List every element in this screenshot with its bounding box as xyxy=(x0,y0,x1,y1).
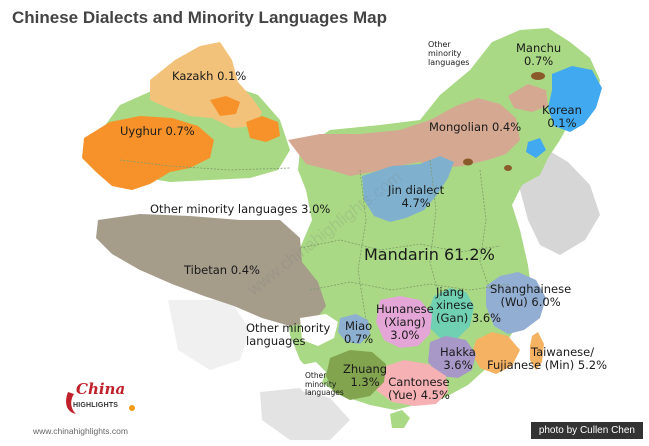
label-other-s-line3: languages xyxy=(305,388,344,398)
logo-line1: China xyxy=(76,380,126,398)
label-other-ne: Other minority languages xyxy=(428,40,469,68)
label-mandarin: Mandarin 61.2% xyxy=(364,245,495,264)
logo-line2: HIGHLIGHTS xyxy=(73,402,119,409)
photo-credit: photo by Cullen Chen xyxy=(530,422,643,439)
region-uyghur xyxy=(210,96,240,116)
region-uyghur xyxy=(82,116,214,190)
label-xiang: Hunanese (Xiang) 3.0% xyxy=(376,302,434,343)
label-wu: Shanghainese (Wu) 6.0% xyxy=(490,282,572,310)
label-jin: Jin dialect 4.7% xyxy=(388,183,445,211)
region-manchu xyxy=(463,158,473,166)
region-hainan xyxy=(390,410,410,428)
label-other-ne-line3: languages xyxy=(428,58,470,68)
label-manchu-name: Manchu xyxy=(516,41,562,55)
region-yue xyxy=(376,360,448,406)
region-tibetan xyxy=(96,214,326,326)
label-yue: Cantonese (Yue) 4.5% xyxy=(388,375,450,403)
region-other-s xyxy=(294,362,326,392)
label-xiang-line2: (Xiang) xyxy=(384,315,426,330)
region-other-sw xyxy=(300,314,338,346)
label-yue-pct: (Yue) 4.5% xyxy=(388,388,450,403)
label-other-s: Other minority languages xyxy=(305,371,344,398)
label-hakka: Hakka 3.6% xyxy=(440,345,476,373)
region-korean xyxy=(548,66,602,132)
label-miao-pct: 0.7% xyxy=(344,332,374,347)
label-miao-name: Miao xyxy=(345,319,373,333)
logo-swoosh-icon xyxy=(66,392,135,414)
map-title: Chinese Dialects and Minority Languages … xyxy=(12,8,388,27)
label-gan-line1: Jiang xyxy=(436,285,465,299)
region-miao xyxy=(338,314,370,344)
neighbor-land xyxy=(168,300,250,370)
label-other-west: Other minority languages 3.0% xyxy=(150,202,331,216)
label-jin-pct: 4.7% xyxy=(401,196,431,211)
label-other-ne-line2: minority xyxy=(428,49,462,59)
region-manchu xyxy=(504,165,512,171)
label-gan-line2: xinese xyxy=(436,298,474,313)
label-hakka-name: Hakka xyxy=(440,345,476,359)
label-wu-name: Shanghainese xyxy=(490,282,572,296)
label-min: Taiwanese/ Fujianese (Min) 5.2% xyxy=(487,345,608,373)
label-tibetan: Tibetan 0.4% xyxy=(184,263,260,277)
label-kazakh: Kazakh 0.1% xyxy=(172,69,247,83)
label-manchu: Manchu 0.7% xyxy=(516,41,562,69)
china-highlights-logo: China HIGHLIGHTS xyxy=(62,378,142,418)
label-xiang-line1: Hunanese xyxy=(376,302,434,316)
label-zhuang: Zhuang 1.3% xyxy=(343,362,388,390)
label-other-s-line2: minority xyxy=(305,379,337,389)
region-other-west xyxy=(104,182,308,220)
region-mongolian xyxy=(288,98,520,176)
label-zhuang-pct: 1.3% xyxy=(350,375,380,390)
neighbor-land xyxy=(260,388,350,440)
region-zhuang xyxy=(326,350,386,400)
region-jin xyxy=(362,156,454,222)
region-mongolian xyxy=(508,84,548,112)
label-korean-name: Korean xyxy=(542,103,582,117)
region-xiang xyxy=(376,296,432,348)
region-uyghur xyxy=(246,116,280,142)
label-korean: Korean 0.1% xyxy=(542,103,582,131)
label-wu-pct: (Wu) 6.0% xyxy=(500,295,561,310)
label-uyghur: Uyghur 0.7% xyxy=(120,124,195,138)
neighbor-land xyxy=(520,150,600,255)
label-miao: Miao 0.7% xyxy=(344,319,374,347)
label-min-line1: Taiwanese/ xyxy=(531,345,595,359)
label-zhuang-name: Zhuang xyxy=(343,362,388,376)
website-url: www.chinahighlights.com xyxy=(33,426,128,436)
label-mongolian: Mongolian 0.4% xyxy=(429,120,522,134)
label-jin-name: Jin dialect xyxy=(388,183,445,197)
region-wu xyxy=(486,272,546,334)
label-hakka-pct: 3.6% xyxy=(443,358,473,373)
label-other-sw-line2: languages xyxy=(246,334,306,349)
label-yue-name: Cantonese xyxy=(388,375,450,389)
region-min xyxy=(472,332,520,374)
label-other-sw: Other minority languages xyxy=(246,321,331,349)
region-min-taiwan xyxy=(530,332,544,370)
label-other-s-line1: Other xyxy=(305,371,327,380)
label-min-line2: Fujianese (Min) 5.2% xyxy=(487,358,608,373)
label-other-ne-line1: Other xyxy=(428,40,451,49)
region-hakka xyxy=(428,336,476,378)
label-xiang-line3: 3.0% xyxy=(390,328,420,343)
label-gan: Jiang xinese (Gan) 3.6% xyxy=(436,285,502,326)
province-borders xyxy=(119,159,511,321)
label-gan-line3: (Gan) 3.6% xyxy=(436,311,502,326)
label-korean-pct: 0.1% xyxy=(547,116,577,131)
region-gan xyxy=(428,288,474,340)
region-manchu xyxy=(531,72,545,80)
region-korean xyxy=(526,138,546,158)
label-manchu-pct: 0.7% xyxy=(523,54,554,69)
label-other-sw-line1: Other minority xyxy=(246,321,331,335)
